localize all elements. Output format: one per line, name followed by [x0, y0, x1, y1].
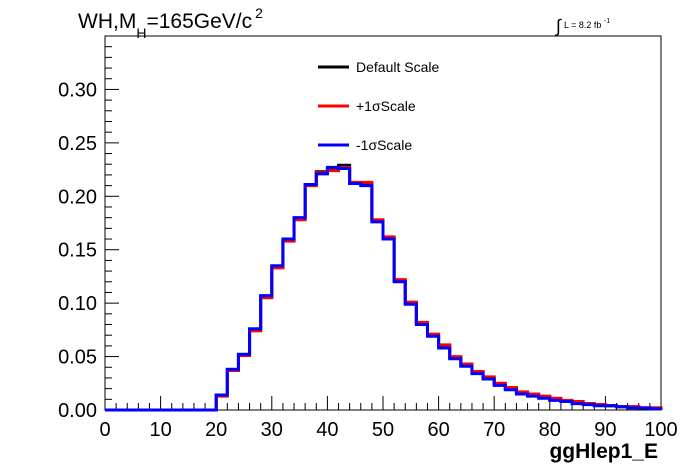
x-tick-label: 90 — [594, 419, 616, 441]
x-tick-label: 100 — [644, 419, 677, 441]
x-tick-label: 0 — [99, 419, 110, 441]
y-tick-label: 0.25 — [58, 133, 97, 155]
series-line-2 — [105, 165, 663, 412]
x-tick-label: 40 — [316, 419, 338, 441]
lumi-text: L = 8.2 fb — [563, 20, 602, 30]
x-axis: 0 10 20 30 40 50 60 70 80 90 100 — [99, 396, 678, 441]
series-line-0 — [105, 163, 663, 412]
legend-label-plus1sigma: +1σScale — [356, 98, 416, 114]
legend-label-minus1sigma: -1σScale — [356, 137, 413, 153]
y-tick-label: 0.10 — [58, 293, 97, 315]
x-tick-label: 70 — [483, 419, 505, 441]
x-axis-label: ggHlep1_E — [549, 440, 658, 463]
x-tick-label: 10 — [149, 419, 171, 441]
x-tick-label: 20 — [205, 419, 227, 441]
title-main: WH,M — [78, 10, 137, 33]
luminosity-label: ∫ L = 8.2 fb -1 — [556, 12, 611, 36]
series-layer — [105, 163, 663, 412]
legend-swatches — [318, 65, 349, 147]
y-axis: 0.00 0.05 0.10 0.15 0.20 0.25 0.30 — [58, 35, 119, 422]
x-tick-label: 60 — [427, 419, 449, 441]
x-tick-label: 80 — [539, 419, 561, 441]
x-tick-label: 50 — [372, 419, 394, 441]
integral-symbol: ∫ — [556, 16, 561, 36]
title-value: =165GeV/c — [146, 10, 253, 33]
y-tick-label: 0.20 — [58, 186, 97, 208]
y-tick-label: 0.30 — [58, 79, 97, 101]
y-tick-label: 0.00 — [58, 400, 97, 422]
title-superscript: 2 — [255, 5, 263, 21]
series-line-1 — [105, 165, 663, 412]
x-tick-label: 30 — [261, 419, 283, 441]
legend-label-default: Default Scale — [356, 59, 440, 75]
chart-title: WH,MH=165GeV/c 2 — [78, 5, 263, 41]
y-tick-label: 0.15 — [58, 240, 97, 262]
title-subscript: H — [136, 25, 147, 41]
lumi-exponent: -1 — [603, 18, 611, 25]
y-tick-label: 0.05 — [58, 347, 97, 369]
